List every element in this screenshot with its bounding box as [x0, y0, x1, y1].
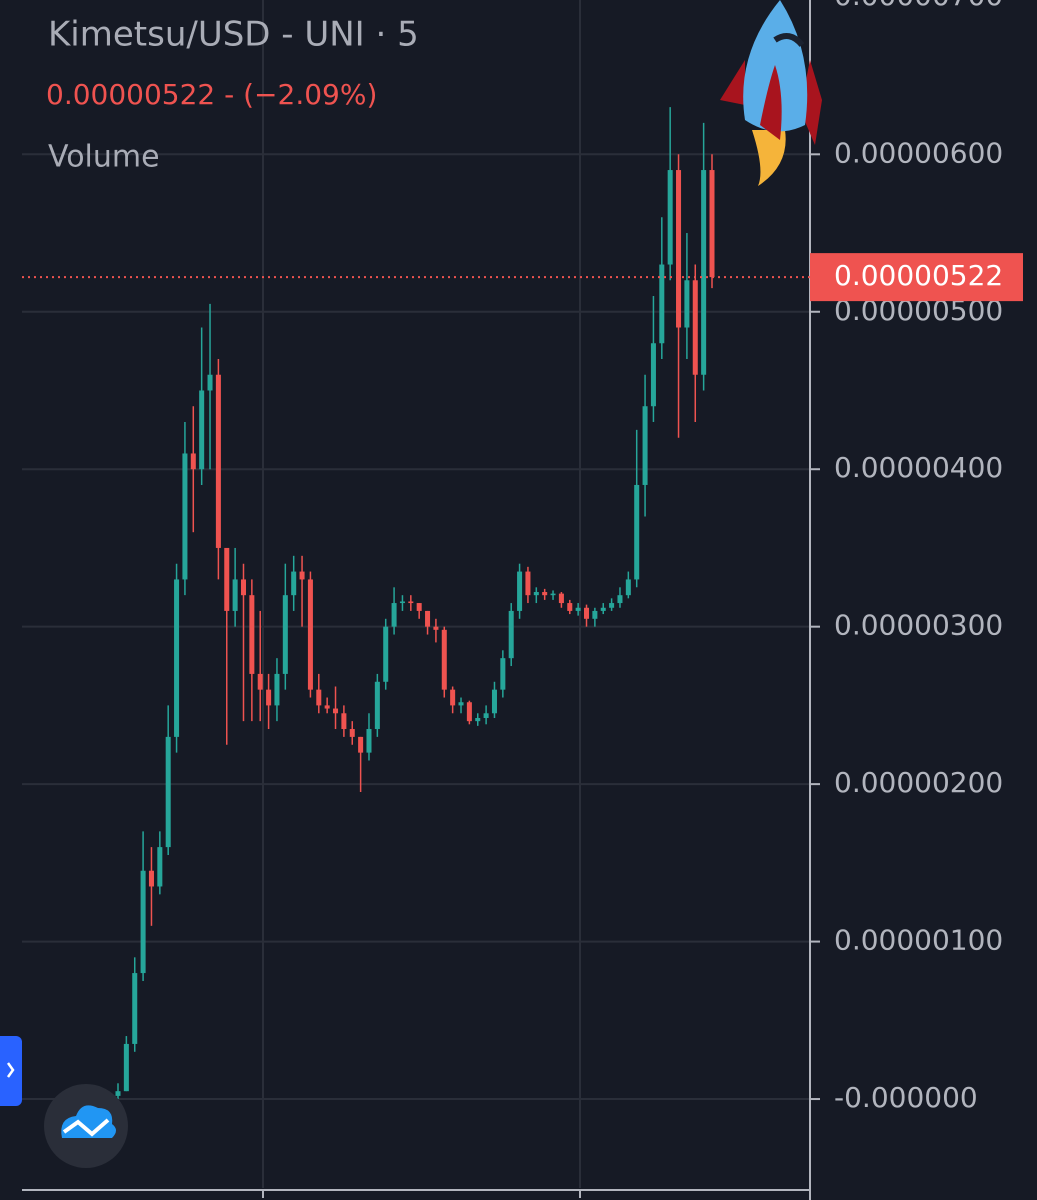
- candle-body: [215, 374, 221, 548]
- candle-body: [157, 847, 163, 887]
- candle-body: [416, 603, 422, 611]
- price-axis: -0.000000 0.00000100 0.00000200 0.00000300 0…: [22, 0, 1023, 1114]
- candle-body: [575, 607, 581, 611]
- candle-body: [483, 713, 489, 718]
- candle-body: [358, 736, 364, 753]
- candle-body: [701, 170, 707, 375]
- candle-body: [132, 973, 138, 1044]
- candle-body: [508, 610, 514, 659]
- candle-body: [517, 571, 523, 611]
- candle-body: [600, 607, 606, 611]
- y-tick-label: 0.00000700: [834, 0, 1003, 12]
- candle-body: [266, 689, 272, 706]
- candle-body: [491, 689, 497, 714]
- candle-body: [366, 729, 372, 753]
- candle-body: [525, 571, 531, 596]
- candle-body: [567, 603, 573, 611]
- candle-body: [199, 390, 205, 470]
- candle-body: [282, 595, 288, 674]
- last-price-label: 0.00000522: [834, 259, 1003, 292]
- candle-body: [609, 603, 615, 608]
- candle-body: [399, 601, 405, 604]
- candle-body: [240, 579, 247, 596]
- candle-body: [676, 170, 682, 328]
- candle-body: [165, 736, 171, 848]
- chart-subtitle: 0.00000522 - (−2.09%): [46, 78, 377, 111]
- candle-body: [307, 579, 313, 690]
- candle-body: [299, 571, 305, 580]
- candle-body: [466, 702, 472, 722]
- candle-body: [684, 280, 690, 328]
- grid: [22, 0, 810, 1188]
- rocket: [720, 0, 822, 186]
- candle-body: [190, 453, 196, 470]
- candle-body: [558, 593, 564, 604]
- candle-body: [408, 601, 414, 604]
- candle-body: [207, 374, 213, 391]
- candle-body: [232, 579, 238, 611]
- candle-body: [550, 593, 556, 596]
- candle-body: [257, 673, 263, 690]
- candle-body: [441, 629, 447, 690]
- candle-body: [709, 170, 715, 278]
- side-toggle[interactable]: [0, 1036, 22, 1106]
- candle-body: [224, 547, 230, 611]
- candle-body: [634, 484, 640, 580]
- candle-body: [374, 681, 380, 730]
- candle-body: [341, 713, 347, 730]
- y-tick-label: 0.00000300: [834, 609, 1003, 642]
- candle-body: [617, 595, 623, 604]
- candle-body: [383, 626, 389, 682]
- candle-body: [667, 170, 673, 265]
- candle-body: [115, 1091, 121, 1096]
- candle-body: [642, 406, 648, 485]
- candle-body: [391, 603, 397, 627]
- last-price-badge: [810, 253, 1023, 302]
- y-tick-label: 0.00000600: [834, 136, 1003, 169]
- candle-body: [450, 689, 456, 706]
- candle-body: [583, 607, 590, 619]
- candle-body: [182, 453, 188, 580]
- candle-body: [174, 579, 180, 737]
- candle-body: [592, 610, 598, 619]
- candle-body: [433, 626, 439, 630]
- candle-body: [291, 571, 297, 596]
- candle-body: [625, 579, 631, 596]
- chart-title: Kimetsu/USD - UNI · 5: [48, 15, 419, 55]
- candle-body: [659, 264, 665, 344]
- candle-body: [140, 870, 146, 974]
- candles: [115, 107, 715, 1100]
- candle-body: [650, 343, 656, 407]
- candle-body: [349, 729, 355, 737]
- candle-body: [692, 280, 698, 375]
- candle-body: [274, 673, 280, 706]
- candle-body: [500, 658, 506, 690]
- candle-body: [249, 595, 255, 674]
- volume-label: Volume: [48, 140, 160, 175]
- y-tick-label: 0.00000100: [834, 924, 1003, 957]
- candle-body: [324, 705, 330, 709]
- candle-body: [542, 592, 548, 596]
- candle-body: [333, 708, 339, 714]
- candle-body: [458, 702, 464, 706]
- candle-body: [123, 1043, 129, 1092]
- y-tick-label: 0.00000200: [834, 766, 1003, 799]
- candle-body: [148, 870, 154, 887]
- candle-body: [475, 717, 481, 722]
- logo-button[interactable]: [44, 1084, 128, 1168]
- y-tick-label: -0.000000: [834, 1081, 978, 1114]
- candle-body: [425, 610, 431, 627]
- candle-body: [533, 592, 539, 596]
- y-tick-label: 0.00000400: [834, 451, 1003, 484]
- candle-body: [316, 689, 322, 706]
